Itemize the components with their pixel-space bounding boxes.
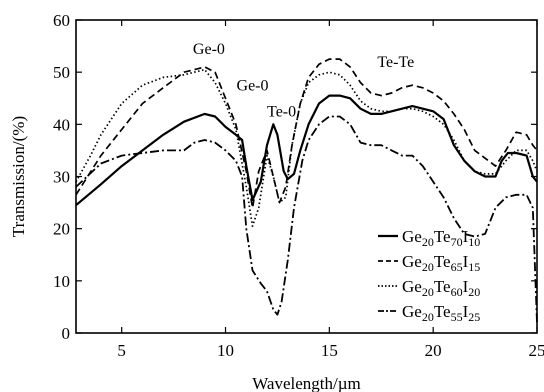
axis-ticks	[76, 19, 538, 334]
plot-lines	[75, 58, 538, 323]
y-tick-label: 10	[53, 272, 70, 291]
series-line	[75, 94, 538, 207]
y-tick-label: 60	[53, 11, 70, 30]
legend: Ge20Te70I10 Ge20Te65I15 Ge20Te60I20 Ge20Te5…	[378, 227, 480, 324]
y-tick-label: 0	[62, 324, 71, 343]
legend-label: Ge20Te65I15	[402, 252, 480, 274]
series-line	[75, 58, 538, 209]
peak-annotations: Ge-0 Ge-0 Te-0 Te-Te	[193, 41, 414, 121]
x-tick-label: 10	[217, 341, 234, 360]
axis-tick-labels: 5 10 15 20 25 0 10 20 30 40 50 60	[53, 11, 544, 360]
x-tick-label: 25	[529, 341, 544, 360]
y-tick-label: 20	[53, 220, 70, 239]
series-line	[75, 115, 538, 323]
x-tick-label: 5	[117, 341, 126, 360]
x-axis-title: Wavelength/µm	[252, 374, 361, 392]
x-tick-label: 15	[321, 341, 338, 360]
annotation-label: Te-0	[267, 104, 296, 121]
legend-label: Ge20Te60I20	[402, 277, 480, 299]
legend-label: Ge20Te55I25	[402, 302, 480, 324]
x-tick-label: 20	[425, 341, 442, 360]
annotation-label: Te-Te	[377, 54, 414, 71]
y-axis-title: Transmission/(%)	[9, 116, 28, 237]
series-line	[75, 68, 538, 227]
y-tick-label: 40	[53, 115, 70, 134]
y-tick-label: 50	[53, 63, 70, 82]
annotation-label: Ge-0	[193, 41, 225, 58]
legend-label: Ge20Te70I10	[402, 227, 480, 249]
y-tick-label: 30	[53, 168, 70, 187]
annotation-label: Ge-0	[237, 77, 269, 94]
